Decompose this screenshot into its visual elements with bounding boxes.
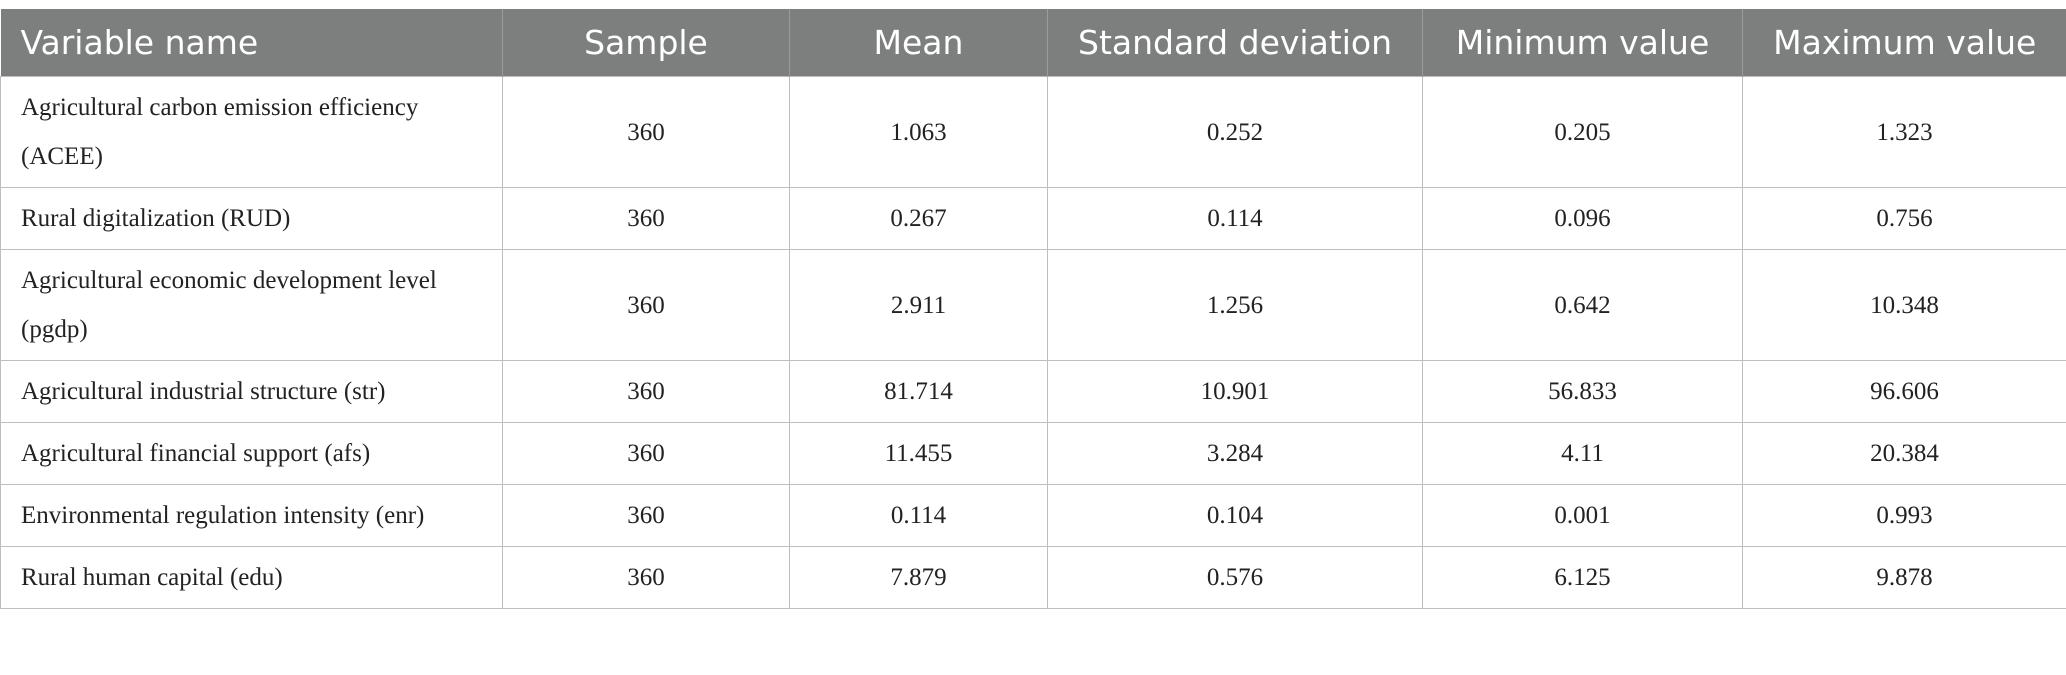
value-cell: 9.878 <box>1742 546 2066 609</box>
table-row: Environmental regulation intensity (enr)… <box>0 484 2066 547</box>
variable-name: Agricultural carbon emission efficiency … <box>0 76 503 188</box>
value-cell: 20.384 <box>1742 422 2066 485</box>
header-row: Variable name Sample Mean Standard deviatio… <box>0 9 2066 77</box>
value-cell: 56.833 <box>1422 360 1743 423</box>
value-cell: 10.348 <box>1742 249 2066 361</box>
value-cell: 0.114 <box>789 484 1048 547</box>
variable-name: Agricultural economic development level … <box>0 249 503 361</box>
value-cell: 7.879 <box>789 546 1048 609</box>
value-cell: 81.714 <box>789 360 1048 423</box>
variable-name: Rural digitalization (RUD) <box>0 187 503 250</box>
value-cell: 360 <box>502 484 790 547</box>
table-row: Agricultural economic development level … <box>0 249 2066 361</box>
stats-table: Variable name Sample Mean Standard deviatio… <box>0 9 2066 609</box>
value-cell: 0.096 <box>1422 187 1743 250</box>
header-cell: Minimum value <box>1422 9 1743 77</box>
value-cell: 3.284 <box>1047 422 1423 485</box>
variable-name: Agricultural financial support (afs) <box>0 422 503 485</box>
value-cell: 11.455 <box>789 422 1048 485</box>
value-cell: 0.642 <box>1422 249 1743 361</box>
table-row: Agricultural carbon emission efficiency … <box>0 76 2066 188</box>
value-cell: 0.993 <box>1742 484 2066 547</box>
header-cell: Variable name <box>0 9 503 77</box>
value-cell: 0.576 <box>1047 546 1423 609</box>
value-cell: 360 <box>502 360 790 423</box>
header-cell: Mean <box>789 9 1048 77</box>
header-cell: Standard deviation <box>1047 9 1423 77</box>
value-cell: 360 <box>502 187 790 250</box>
table-row: Rural digitalization (RUD) 360 0.267 0.114 0… <box>0 187 2066 250</box>
value-cell: 0.114 <box>1047 187 1423 250</box>
value-cell: 10.901 <box>1047 360 1423 423</box>
value-cell: 6.125 <box>1422 546 1743 609</box>
value-cell: 0.001 <box>1422 484 1743 547</box>
table-row: Rural human capital (edu) 360 7.879 0.576 6.… <box>0 546 2066 609</box>
value-cell: 1.256 <box>1047 249 1423 361</box>
variable-name: Environmental regulation intensity (enr) <box>0 484 503 547</box>
value-cell: 0.756 <box>1742 187 2066 250</box>
value-cell: 96.606 <box>1742 360 2066 423</box>
value-cell: 360 <box>502 546 790 609</box>
value-cell: 4.11 <box>1422 422 1743 485</box>
table-body: Agricultural carbon emission efficiency … <box>0 76 2066 609</box>
header-cell: Sample <box>502 9 790 77</box>
table-row: Agricultural financial support (afs) 360 1… <box>0 422 2066 485</box>
value-cell: 360 <box>502 76 790 188</box>
value-cell: 0.205 <box>1422 76 1743 188</box>
header-cell: Maximum value <box>1742 9 2066 77</box>
value-cell: 0.267 <box>789 187 1048 250</box>
value-cell: 360 <box>502 422 790 485</box>
table-row: Agricultural industrial structure (str) 3… <box>0 360 2066 423</box>
value-cell: 0.104 <box>1047 484 1423 547</box>
value-cell: 360 <box>502 249 790 361</box>
value-cell: 2.911 <box>789 249 1048 361</box>
value-cell: 1.323 <box>1742 76 2066 188</box>
value-cell: 1.063 <box>789 76 1048 188</box>
variable-name: Agricultural industrial structure (str) <box>0 360 503 423</box>
variable-name: Rural human capital (edu) <box>0 546 503 609</box>
value-cell: 0.252 <box>1047 76 1423 188</box>
